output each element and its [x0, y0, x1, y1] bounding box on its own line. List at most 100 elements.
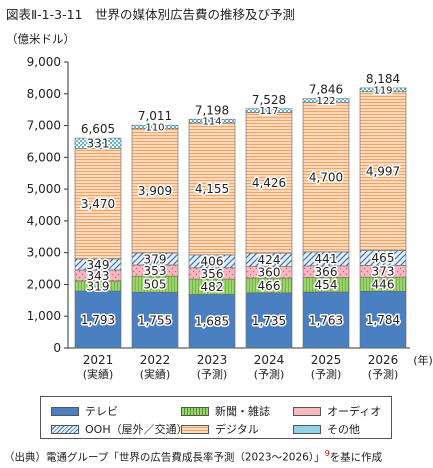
- legend-label-audio: オーディオ: [327, 405, 382, 418]
- total-label: 7,846: [309, 83, 343, 97]
- x-tick-sublabel: (実績): [83, 367, 114, 381]
- y-tick-label: 3,000: [27, 246, 61, 260]
- x-tick-label: 2022: [140, 353, 171, 367]
- legend-item-audio: オーディオ: [293, 403, 381, 419]
- legend: テレビ 新聞・雑誌 オーディオ OOH（屋外／交通） デジタル その他: [40, 396, 392, 439]
- bar-segment-other: [188, 118, 236, 124]
- data-label-audio: 373: [372, 265, 395, 279]
- legend-label-news: 新聞・雑誌: [215, 405, 270, 418]
- data-label-digital: 4,155: [195, 182, 229, 196]
- y-tick-label: 5,000: [27, 182, 61, 196]
- bar-segment-tv: [188, 294, 236, 349]
- data-labels-layer: 1,7933193433493,4703316,6051,75550535337…: [79, 72, 401, 330]
- legend-label-other: その他: [327, 423, 360, 436]
- data-label-other: 117: [259, 106, 278, 117]
- data-label-tv: 1,784: [366, 313, 400, 327]
- legend-label-ooh: OOH（屋外／交通）: [85, 423, 188, 436]
- bar-segment-digital: [74, 148, 122, 260]
- legend-item-ooh: OOH（屋外／交通）: [51, 421, 188, 437]
- data-label-news: 505: [144, 278, 167, 292]
- data-label-ooh: 349: [87, 258, 110, 272]
- total-label: 7,011: [138, 109, 172, 123]
- bar-segment-digital: [302, 102, 350, 253]
- bar-segment-other: [131, 124, 179, 130]
- data-label-ooh: 465: [372, 251, 395, 265]
- data-label-digital: 4,426: [252, 176, 286, 190]
- data-label-other: 110: [145, 123, 164, 134]
- data-label-news: 446: [372, 278, 395, 292]
- data-label-digital: 4,997: [366, 164, 400, 178]
- legend-swatch-news: [181, 406, 209, 416]
- legend-item-other: その他: [293, 421, 360, 437]
- data-label-audio: 353: [144, 264, 167, 278]
- data-label-ooh: 424: [258, 253, 281, 267]
- bar-segment-other: [359, 87, 407, 93]
- x-tick-sublabel: (予測): [311, 367, 342, 381]
- x-tick-sublabel: (実績): [140, 367, 171, 381]
- data-label-ooh: 379: [144, 252, 167, 266]
- data-label-audio: 360: [258, 266, 281, 280]
- y-tick-label: 9,000: [27, 55, 61, 69]
- data-label-digital: 3,909: [138, 184, 172, 198]
- data-label-digital: 4,700: [309, 171, 343, 185]
- data-label-other: 119: [373, 85, 392, 96]
- y-axis-unit-label: （億米ドル）: [6, 32, 75, 46]
- total-label: 7,528: [252, 93, 286, 107]
- stacked-bar-chart: 0 1,000 2,000 3,000 4,000 5,000 6,000 7,000 8,00…: [27, 55, 433, 381]
- y-tick-label: 6,000: [27, 150, 61, 164]
- bar-segment-other: [74, 137, 122, 149]
- legend-swatch-tv: [51, 406, 79, 416]
- bar-segment-tv: [245, 292, 293, 349]
- x-tick-sublabel: (予測): [368, 367, 399, 381]
- x-tick-sublabel: (予測): [254, 367, 285, 381]
- bar-segment-digital: [188, 122, 236, 256]
- footnote-mark: 9: [324, 449, 330, 458]
- data-label-news: 466: [258, 279, 281, 293]
- x-tick-label: 2026: [368, 353, 399, 367]
- data-label-audio: 356: [201, 267, 224, 281]
- y-tick-label: 7,000: [27, 119, 61, 133]
- bars-layer: [74, 87, 407, 349]
- x-axis-unit-label: (年): [413, 353, 433, 367]
- chart-title: 図表Ⅱ-1-3-11 世界の媒体別広告費の推移及び予測: [6, 7, 295, 22]
- legend-swatch-ooh: [51, 424, 79, 434]
- legend-item-digital: デジタル: [181, 421, 259, 437]
- legend-swatch-audio: [293, 406, 321, 416]
- bar-segment-tv: [131, 291, 179, 349]
- y-tick-label: 8,000: [27, 87, 61, 101]
- bar-segment-other: [302, 98, 350, 103]
- data-label-audio: 343: [87, 269, 110, 283]
- data-label-tv: 1,685: [195, 315, 229, 329]
- data-label-tv: 1,793: [81, 313, 115, 327]
- legend-item-news: 新聞・雑誌: [181, 403, 270, 419]
- data-label-tv: 1,763: [309, 313, 343, 327]
- total-label: 6,605: [81, 122, 115, 136]
- data-label-other: 122: [316, 96, 335, 107]
- data-label-news: 319: [87, 279, 110, 293]
- bar-segment-other: [245, 108, 293, 113]
- data-label-ooh: 441: [315, 252, 338, 266]
- source-text: （出典）電通グループ「世界の広告費成長率予測（2023～2026）」: [4, 451, 325, 464]
- source-suffix: を基に作成: [329, 451, 383, 464]
- y-tick-label: 4,000: [27, 214, 61, 228]
- axis-layer: 0 1,000 2,000 3,000 4,000 5,000 6,000 7,000 8,00…: [27, 55, 433, 381]
- source-note: （出典）電通グループ「世界の広告費成長率予測（2023～2026）」9を基に作成: [4, 449, 382, 465]
- bar-segment-digital: [359, 91, 407, 251]
- data-label-tv: 1,755: [138, 313, 172, 327]
- bar-segment-tv: [302, 291, 350, 349]
- data-label-tv: 1,735: [252, 314, 286, 328]
- legend-swatch-digital: [181, 424, 209, 434]
- data-label-news: 454: [315, 278, 338, 292]
- legend-item-tv: テレビ: [51, 403, 118, 419]
- y-tick-label: 0: [53, 341, 61, 355]
- data-label-audio: 366: [315, 265, 338, 279]
- y-tick-label: 2,000: [27, 277, 61, 291]
- legend-label-tv: テレビ: [85, 405, 118, 418]
- data-label-ooh: 406: [201, 255, 224, 269]
- legend-label-digital: デジタル: [215, 423, 259, 436]
- x-tick-sublabel: (予測): [197, 367, 228, 381]
- x-tick-label: 2023: [197, 353, 228, 367]
- x-tick-label: 2024: [254, 353, 285, 367]
- total-label: 8,184: [366, 72, 400, 86]
- y-tick-label: 1,000: [27, 309, 61, 323]
